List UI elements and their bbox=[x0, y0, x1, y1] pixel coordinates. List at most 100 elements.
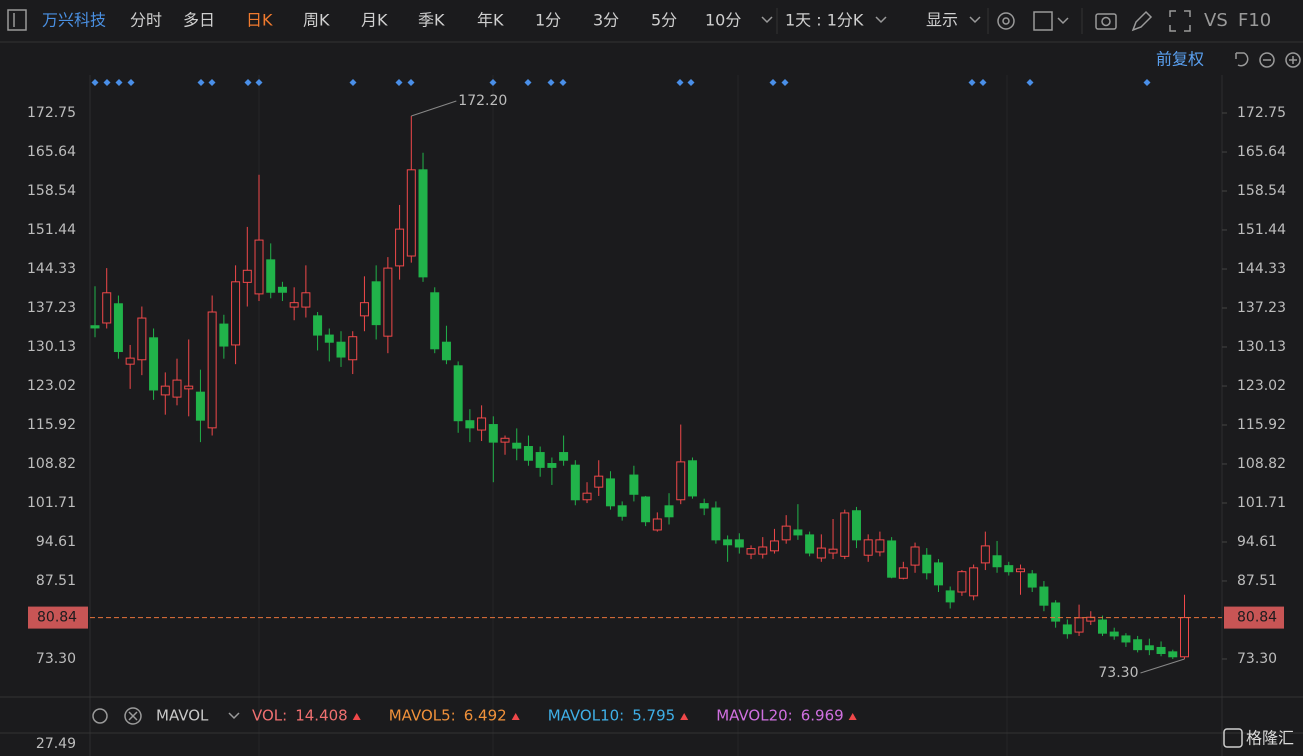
indicator-label: VOL: bbox=[252, 707, 287, 725]
chevron[interactable] bbox=[875, 16, 887, 24]
last-price-label: 80.84 bbox=[37, 610, 77, 626]
tabs: 分时 多日 日K 周K 月K 季K 年K 1分 3分 5分 10分 bbox=[130, 11, 741, 30]
event-marker bbox=[524, 79, 532, 86]
event-marker bbox=[489, 79, 497, 86]
indicator-settings[interactable] bbox=[92, 708, 108, 724]
candle-body bbox=[687, 460, 697, 497]
candle-body bbox=[617, 505, 627, 517]
chevron[interactable] bbox=[969, 16, 981, 24]
event-marker bbox=[395, 79, 403, 86]
candle-body bbox=[1039, 586, 1049, 606]
candle-body bbox=[570, 464, 580, 501]
fullscreen-icon[interactable] bbox=[1169, 10, 1191, 32]
candle-body bbox=[699, 503, 709, 509]
candle-body bbox=[1015, 568, 1025, 573]
max-label: 172.20 bbox=[458, 93, 507, 109]
candle-body bbox=[758, 546, 768, 555]
candle-body bbox=[992, 555, 1002, 568]
tab[interactable]: 3分 bbox=[593, 11, 619, 30]
candle-body bbox=[465, 420, 475, 429]
candle-body bbox=[887, 540, 897, 578]
candle-body bbox=[441, 341, 451, 361]
y-tick-label: 101.71 bbox=[27, 495, 76, 511]
event-marker bbox=[687, 79, 695, 86]
indicator-name[interactable]: MAVOL bbox=[156, 707, 209, 725]
zoom-in[interactable] bbox=[1285, 52, 1301, 68]
indicator-close-x bbox=[128, 711, 138, 721]
display-menu[interactable]: 显示 bbox=[926, 11, 958, 30]
period-select[interactable]: 1天 : 1分K bbox=[785, 11, 864, 30]
tab[interactable]: 5分 bbox=[651, 11, 677, 30]
candle-body bbox=[500, 437, 510, 443]
vs-button[interactable]: VS bbox=[1204, 10, 1228, 31]
indicator-value: 6.969 bbox=[801, 707, 844, 725]
event-marker bbox=[676, 79, 684, 86]
camera-lens bbox=[1101, 16, 1111, 27]
candle-body bbox=[781, 525, 791, 541]
tab[interactable]: 季K bbox=[418, 11, 445, 30]
event-marker bbox=[208, 79, 216, 86]
candle-body bbox=[102, 292, 112, 324]
candle-body bbox=[1168, 651, 1178, 658]
indicator-close[interactable] bbox=[124, 707, 142, 725]
chevron[interactable] bbox=[228, 712, 240, 720]
pencil-icon[interactable] bbox=[1131, 10, 1153, 32]
tab[interactable]: 周K bbox=[303, 11, 330, 30]
candle-body bbox=[605, 478, 615, 507]
candle-body bbox=[488, 424, 498, 443]
event-marker bbox=[255, 79, 263, 86]
y-tick-label: 172.75 bbox=[27, 105, 76, 121]
y-tick-label: 158.54 bbox=[1237, 183, 1286, 199]
tab[interactable]: 月K bbox=[361, 11, 388, 30]
last-price-label: 80.84 bbox=[1237, 610, 1277, 626]
min-leader bbox=[1140, 658, 1185, 674]
candle-body bbox=[1179, 617, 1189, 658]
indicator-label: MAVOL20: bbox=[716, 707, 793, 725]
y-tick-label: 108.82 bbox=[27, 456, 76, 472]
candle-body bbox=[723, 539, 733, 546]
settings-icon[interactable] bbox=[997, 12, 1015, 30]
reset-icon[interactable] bbox=[1235, 52, 1249, 67]
tab[interactable]: 日K bbox=[246, 11, 273, 30]
camera-icon[interactable] bbox=[1095, 13, 1117, 30]
candle-body bbox=[277, 286, 287, 293]
y-tick-label: 115.92 bbox=[27, 417, 76, 433]
chevron[interactable] bbox=[1057, 17, 1069, 25]
candle-body bbox=[664, 505, 674, 518]
f10-button[interactable]: F10 bbox=[1238, 10, 1271, 31]
candle-body bbox=[430, 292, 440, 350]
candle-body bbox=[1109, 631, 1119, 637]
tab[interactable]: 分时 bbox=[130, 11, 162, 30]
candle-body bbox=[840, 512, 850, 557]
tab[interactable]: 多日 bbox=[183, 11, 215, 30]
shape-icon[interactable] bbox=[1033, 11, 1053, 31]
candle-body bbox=[980, 545, 990, 564]
candle-body bbox=[324, 334, 334, 343]
candle-body bbox=[523, 446, 533, 461]
sidebar-toggle[interactable] bbox=[7, 9, 27, 31]
chevron[interactable] bbox=[761, 16, 773, 24]
candle-body bbox=[512, 442, 522, 449]
event-marker bbox=[979, 79, 987, 86]
candle-body bbox=[477, 417, 487, 431]
candle-body bbox=[1074, 617, 1084, 633]
adjust-mode[interactable]: 前复权 bbox=[1156, 50, 1204, 69]
y-tick-label: 165.64 bbox=[1237, 144, 1286, 160]
stock-name[interactable]: 万兴科技 bbox=[42, 11, 106, 30]
tab[interactable]: 1分 bbox=[535, 11, 561, 30]
candle-body bbox=[348, 336, 358, 361]
candle-body bbox=[125, 357, 135, 365]
candle-body bbox=[933, 562, 943, 586]
candle-body bbox=[1121, 635, 1131, 643]
candle-body bbox=[711, 507, 721, 541]
y-tick-label: 144.33 bbox=[27, 261, 76, 277]
zoom-out[interactable] bbox=[1259, 52, 1275, 68]
tab[interactable]: 年K bbox=[477, 11, 504, 30]
event-marker bbox=[559, 79, 567, 86]
candle-body bbox=[383, 267, 393, 337]
candle-body bbox=[336, 341, 346, 358]
candle-body bbox=[172, 379, 182, 398]
candle-body bbox=[734, 539, 744, 548]
event-marker bbox=[244, 79, 252, 86]
tab[interactable]: 10分 bbox=[705, 11, 741, 30]
